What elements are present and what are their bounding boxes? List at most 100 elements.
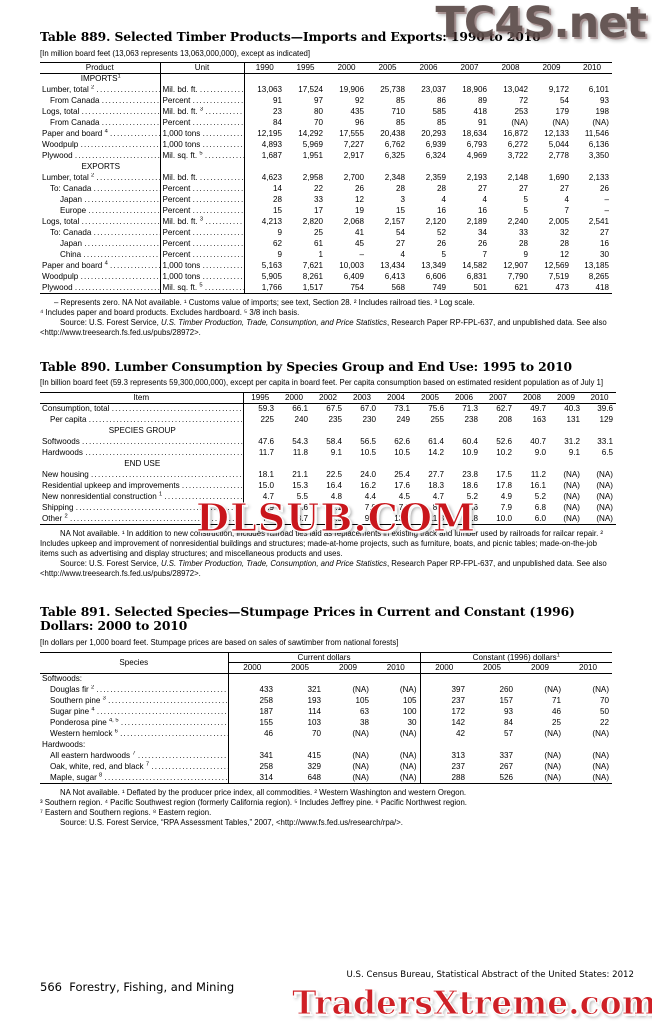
data-cell: 41 bbox=[354, 228, 364, 238]
data-cell: 18.6 bbox=[462, 481, 478, 491]
footer-source: U.S. Census Bureau, Statistical Abstract… bbox=[346, 970, 635, 980]
data-cell: (NA) bbox=[592, 118, 609, 128]
row-unit: Percent .................... bbox=[159, 205, 244, 217]
data-cell: 163 bbox=[532, 415, 546, 425]
data-cell: 15 bbox=[243, 205, 285, 217]
table-890-col-header: 2003 bbox=[345, 391, 379, 404]
data-cell: 5,163 bbox=[243, 260, 285, 272]
table-889-col-header: 1995 bbox=[285, 62, 326, 74]
data-cell: (NA) bbox=[583, 513, 616, 526]
data-cell: 6.8 bbox=[534, 502, 546, 512]
table-889-title: Table 889. Selected Timber Products—Impo… bbox=[40, 29, 541, 44]
data-cell: 32 bbox=[559, 228, 569, 238]
data-cell-current: (NA) bbox=[399, 729, 417, 739]
data-cell: 16,872 bbox=[503, 129, 528, 139]
data-cell: 15.3 bbox=[292, 481, 308, 491]
data-cell: 28 bbox=[518, 239, 528, 248]
data-cell: 33 bbox=[518, 228, 528, 238]
data-cell: 1,766 bbox=[243, 282, 285, 295]
data-cell: (NA) bbox=[596, 502, 613, 512]
data-cell-current: 415 bbox=[307, 751, 321, 761]
data-cell: 27 bbox=[518, 184, 528, 194]
row-unit: Percent .................... bbox=[159, 183, 244, 195]
row-label: Hardwoods ..............................… bbox=[42, 448, 243, 458]
data-cell: 754 bbox=[326, 282, 367, 295]
table-891-header: Species Current dollars Constant (1996) do… bbox=[40, 651, 613, 674]
spacer-cell bbox=[277, 458, 616, 469]
table-889-col-header: 2007 bbox=[449, 62, 490, 74]
data-cell: 27 bbox=[559, 184, 569, 194]
data-cell: 5,905 bbox=[243, 271, 285, 283]
data-cell-constant: 260 bbox=[499, 685, 514, 695]
row-unit: Mil. bd. ft. .................... bbox=[159, 172, 244, 184]
data-cell: 7 bbox=[564, 206, 569, 216]
data-cell: 28 bbox=[559, 239, 569, 248]
row-unit: Percent .................... bbox=[159, 227, 244, 239]
data-cell: 6,793 bbox=[466, 140, 487, 150]
table-890: Item 1995 2000 2002 2003 2004 2005 2006 2007 2008… bbox=[40, 391, 616, 526]
data-cell-current: 46 bbox=[227, 728, 276, 740]
row-unit: 1,000 tons .................... bbox=[159, 260, 244, 272]
data-cell: 131 bbox=[566, 415, 580, 425]
row-label: To: Canada .............................… bbox=[50, 184, 160, 194]
data-cell: 435 bbox=[350, 107, 364, 117]
table-890-col-header: 1995 bbox=[242, 391, 277, 404]
data-cell: 8,261 bbox=[302, 271, 323, 281]
data-cell: 54 bbox=[395, 228, 405, 238]
table-889-note-line: – Represents zero. NA Not available. ¹ C… bbox=[54, 298, 475, 308]
data-cell: 91 bbox=[477, 118, 487, 128]
data-cell: 7.9 bbox=[500, 502, 512, 512]
data-cell: 2,958 bbox=[302, 173, 323, 183]
section-heading: Softwoods: bbox=[42, 674, 83, 684]
data-cell: 93 bbox=[599, 96, 609, 106]
row-label: Japan ..................................… bbox=[60, 195, 160, 205]
data-cell: 12,133 bbox=[544, 129, 569, 139]
table-891-col-header-species: Species bbox=[40, 651, 228, 674]
table-890-col-header: 2009 bbox=[549, 391, 583, 404]
section-heading: EXPORTS bbox=[81, 162, 121, 172]
data-cell: 59.3 bbox=[242, 403, 277, 415]
data-cell: 9,172 bbox=[548, 85, 569, 95]
data-cell: 39.6 bbox=[597, 404, 613, 414]
data-cell: 9.8 bbox=[345, 513, 379, 526]
table-891-group-constant: Constant (1996) dollars1 bbox=[419, 651, 613, 664]
data-cell: 9.8 bbox=[447, 513, 481, 526]
data-cell: 23,037 bbox=[421, 85, 446, 95]
table-891-col-header-year: 2009 bbox=[516, 662, 565, 674]
section-heading: SPECIES GROUP bbox=[108, 426, 176, 436]
data-cell: 17.6 bbox=[394, 481, 410, 491]
table-890-row: Hardwoods ..............................… bbox=[40, 447, 616, 459]
data-cell: 19,906 bbox=[339, 85, 364, 95]
data-cell-current: 648 bbox=[276, 772, 324, 785]
table-889-col-header: 2005 bbox=[367, 62, 408, 74]
table-889-section-heading-row: EXPORTS bbox=[40, 161, 612, 173]
section-heading: Hardwoods: bbox=[42, 740, 86, 750]
data-cell: 26 bbox=[599, 184, 609, 194]
data-cell: 54.3 bbox=[292, 437, 308, 447]
data-cell: 17 bbox=[313, 206, 323, 216]
data-cell: 4.4 bbox=[364, 492, 376, 501]
data-cell: 33 bbox=[313, 195, 323, 205]
data-cell: 240 bbox=[294, 415, 308, 425]
data-cell: 11.2 bbox=[530, 470, 546, 480]
table-891-col-header-year: 2010 bbox=[564, 662, 613, 674]
row-label: Paper and board 4 ......................… bbox=[42, 260, 160, 270]
data-cell: 2,157 bbox=[384, 217, 405, 227]
data-cell-constant: 337 bbox=[499, 751, 514, 761]
data-cell: 9.0 bbox=[534, 448, 546, 458]
data-cell: 23.8 bbox=[462, 470, 478, 480]
data-cell: 16 bbox=[477, 206, 487, 216]
data-cell-current: 341 bbox=[227, 750, 276, 762]
data-cell: 9 bbox=[243, 249, 285, 261]
data-cell: 27.7 bbox=[428, 470, 444, 480]
data-cell: 2,068 bbox=[343, 217, 364, 227]
data-cell: 585 bbox=[432, 107, 446, 117]
row-unit: 1,000 tons .................... bbox=[159, 271, 244, 283]
data-cell: 96 bbox=[354, 118, 364, 128]
data-cell: 2,005 bbox=[548, 217, 569, 227]
data-cell: 230 bbox=[362, 415, 376, 425]
data-cell-constant: 46 bbox=[552, 707, 562, 717]
row-label: Douglas fir 2 ..........................… bbox=[50, 684, 228, 695]
data-cell: – bbox=[604, 195, 609, 205]
data-cell: 129 bbox=[599, 415, 613, 425]
